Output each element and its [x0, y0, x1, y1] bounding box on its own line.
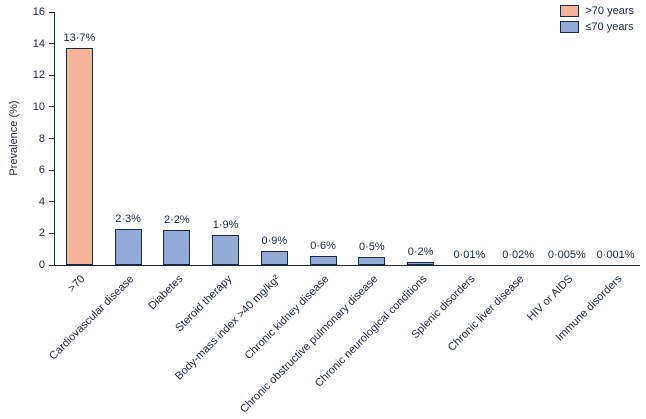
bar-value-label: 0·02%: [502, 248, 535, 261]
y-tick-mark: [49, 169, 54, 171]
y-tick-label: 10: [32, 100, 45, 113]
legend: >70 years ≤70 years: [560, 5, 634, 37]
bar-1: [65, 48, 93, 265]
y-tick-mark: [49, 138, 54, 139]
bar-value-label: 0·2%: [407, 245, 434, 258]
bar-7: [358, 257, 386, 265]
y-tick-mark: [49, 106, 54, 108]
y-tick-mark: [49, 43, 54, 45]
bar-value-label: 0·001%: [596, 248, 635, 261]
legend-item: ≤70 years: [560, 21, 634, 33]
y-tick-mark: [49, 74, 54, 76]
y-tick-label: 0: [38, 259, 45, 271]
bar-8: [407, 261, 435, 265]
y-axis-line: [54, 12, 56, 265]
bar-value-label: 0·9%: [261, 234, 288, 247]
bar-value-label: 0·5%: [359, 241, 385, 254]
y-tick-label: 4: [38, 195, 45, 208]
bar-4: [212, 234, 240, 265]
y-tick-mark: [49, 264, 54, 266]
y-tick-mark: [49, 11, 54, 13]
legend-swatch-over70: [560, 5, 580, 17]
bar-value-label: 1·9%: [212, 218, 239, 231]
y-tick-mark: [49, 232, 54, 234]
bar-value-label: 0·01%: [453, 248, 486, 261]
bar-2: [114, 228, 142, 265]
legend-label: ≤70 years: [585, 21, 634, 33]
bar-value-label: 2·3%: [115, 212, 141, 225]
bar-value-label: 2·2%: [164, 214, 190, 227]
y-tick-label: 14: [32, 37, 45, 50]
legend-label: >70 years: [585, 5, 634, 17]
bar-value-label: 13·7%: [63, 32, 96, 45]
bar-6: [309, 255, 337, 265]
y-tick-mark: [49, 201, 54, 203]
x-axis-label: Immune disorders: [553, 273, 625, 344]
x-axis-line: [54, 265, 640, 267]
bar-5: [260, 250, 288, 265]
bar-3: [163, 230, 191, 265]
legend-item: >70 years: [560, 5, 634, 17]
bar-value-label: 0·005%: [547, 248, 586, 261]
y-tick-label: 8: [38, 132, 45, 145]
y-tick-label: 2: [38, 227, 45, 240]
legend-swatch-under70: [560, 21, 580, 33]
y-tick-label: 12: [32, 69, 45, 82]
bar-value-label: 0·6%: [310, 239, 336, 252]
y-tick-label: 16: [32, 6, 45, 18]
y-tick-label: 6: [38, 164, 45, 177]
